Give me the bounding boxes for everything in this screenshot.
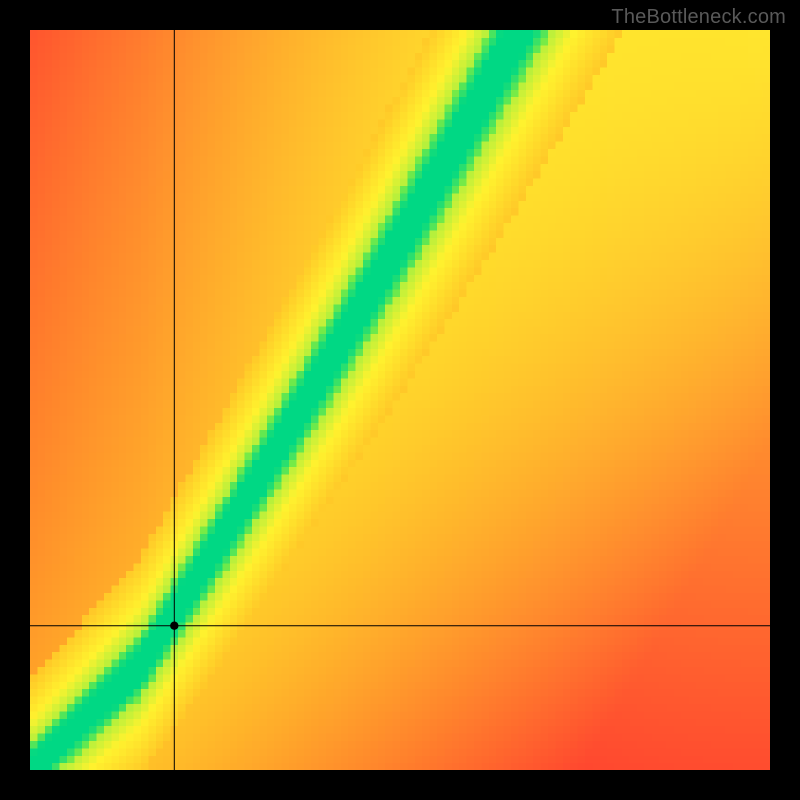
heatmap-plot xyxy=(30,30,770,770)
heatmap-cells xyxy=(30,30,770,770)
watermark-text: TheBottleneck.com xyxy=(611,6,786,29)
chart-container: TheBottleneck.com xyxy=(0,0,800,800)
